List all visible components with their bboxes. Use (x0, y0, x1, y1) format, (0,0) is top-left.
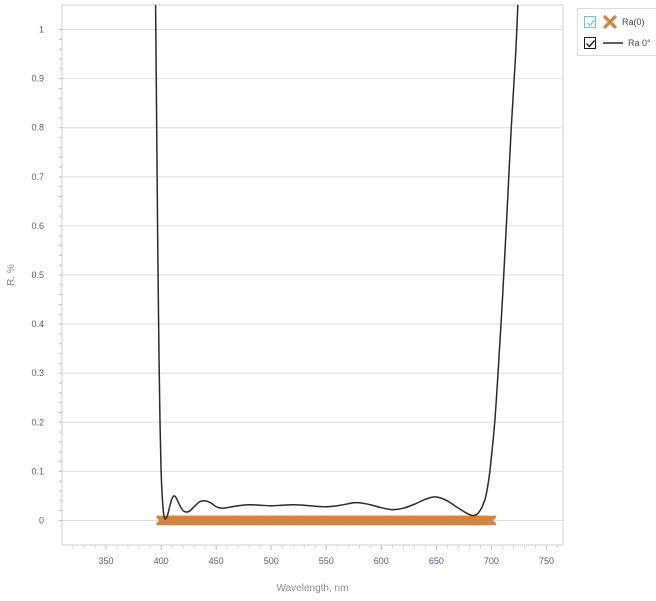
check-icon (587, 19, 595, 27)
legend-label-ra-0deg: Ra 0° (628, 38, 651, 48)
legend-checkbox-ra0[interactable] (584, 16, 596, 28)
y-tick-label: 0 (39, 515, 44, 525)
check-icon (586, 40, 596, 48)
x-tick-label: 400 (154, 556, 169, 566)
legend-label-ra0: Ra(0) (622, 17, 645, 27)
x-tick-label: 450 (209, 556, 224, 566)
x-axis-title: Wavelength, nm (277, 583, 349, 594)
x-tick-label: 350 (99, 556, 114, 566)
data-point-ra0 (484, 515, 495, 526)
x-tick-label: 550 (319, 556, 334, 566)
series-ra-0deg (154, 5, 519, 520)
line-swatch-icon (603, 42, 623, 44)
y-tick-label: 0.4 (31, 319, 44, 329)
y-tick-label: 1 (39, 25, 44, 35)
y-tick-label: 0.7 (31, 172, 44, 182)
x-marker-stroke (486, 515, 497, 526)
series-ra0-markers (156, 515, 497, 526)
legend: Ra(0) Ra 0° (577, 8, 656, 56)
legend-item-ra-0deg[interactable]: Ra 0° (584, 35, 651, 51)
y-tick-label: 0.9 (31, 74, 44, 84)
x-tick-label: 750 (539, 556, 554, 566)
y-axis: 0 0.1 0.2 0.3 0.4 0.5 0.6 0.7 0.8 0.9 1 (31, 25, 62, 525)
x-tick-label: 700 (484, 556, 499, 566)
x-marker-icon (603, 15, 617, 29)
y-tick-label: 0.2 (31, 417, 44, 427)
x-tick-label: 600 (374, 556, 389, 566)
x-axis: 350 400 450 500 550 600 650 700 750 (72, 545, 558, 566)
legend-item-ra0[interactable]: Ra(0) (584, 14, 645, 30)
y-tick-label: 0.3 (31, 368, 44, 378)
legend-checkbox-ra-0deg[interactable] (584, 37, 596, 49)
x-tick-label: 650 (429, 556, 444, 566)
x-tick-label: 500 (264, 556, 279, 566)
grid-lines (62, 29, 563, 521)
y-tick-label: 0.8 (31, 123, 44, 133)
data-point-ra0 (486, 515, 497, 526)
series-line-path (154, 5, 519, 520)
y-tick-label: 0.6 (31, 221, 44, 231)
y-tick-label: 0.1 (31, 466, 44, 476)
y-axis-title: R, % (6, 264, 17, 286)
x-marker-stroke (484, 515, 495, 526)
y-tick-label: 0.5 (31, 270, 44, 280)
